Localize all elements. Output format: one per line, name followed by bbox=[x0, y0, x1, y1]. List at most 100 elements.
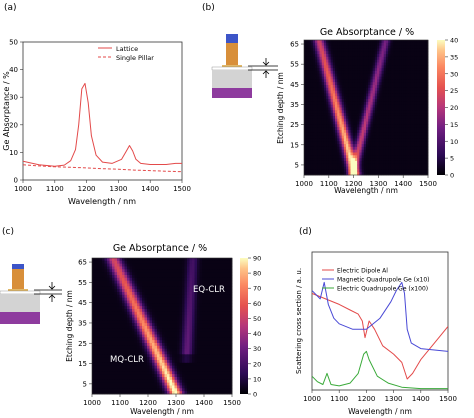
panel-c-heat-cell bbox=[164, 331, 168, 335]
panel-c-heat-cell bbox=[102, 334, 105, 338]
panel-c-heat-cell bbox=[179, 263, 183, 267]
panel-b-heat-cell bbox=[306, 42, 309, 47]
panel-b-heat-cell bbox=[408, 62, 411, 66]
panel-c-heat-cell bbox=[202, 323, 205, 327]
panel-c-heat-cell bbox=[119, 317, 123, 321]
panel-b-heat-cell bbox=[388, 138, 391, 142]
panel-b-heat-cell bbox=[408, 68, 411, 72]
panel-b-heat-cell bbox=[385, 124, 389, 128]
panel-c-heat-cell bbox=[204, 360, 208, 364]
panel-c-heat-cell bbox=[162, 323, 165, 327]
panel-b-heat-cell bbox=[363, 127, 367, 131]
panel-c-heat-cell bbox=[184, 311, 188, 316]
panel-b-heat-cell bbox=[377, 110, 380, 114]
panel-c-heat-cell bbox=[114, 275, 118, 279]
panel-b-heat-cell bbox=[317, 85, 320, 89]
panel-b-heat-cell bbox=[335, 110, 338, 114]
panel-b-heat-cell bbox=[377, 48, 380, 52]
panel-b-heat-cell bbox=[304, 155, 307, 159]
panel-b-heat-cell bbox=[379, 42, 382, 47]
panel-c-heat-cell bbox=[119, 292, 123, 296]
panel-c-heat-cell bbox=[122, 320, 125, 324]
panel-b-heat-cell bbox=[363, 155, 367, 159]
panel-b-heat-cell bbox=[374, 138, 378, 142]
panel-c-heat-cell bbox=[122, 306, 125, 310]
panel-b-heat-cell bbox=[372, 107, 376, 111]
panel-c-heat-cell bbox=[167, 283, 170, 287]
panel-c-heat-cell bbox=[209, 354, 213, 358]
panel-c-heat-cell bbox=[117, 294, 120, 299]
panel-b-heat-cell bbox=[354, 76, 358, 80]
panel-c-heat-cell bbox=[139, 260, 143, 265]
panel-b-heat-cell bbox=[403, 82, 407, 86]
panel-c-heat-cell bbox=[147, 323, 150, 327]
panel-b-heat-cell bbox=[359, 124, 362, 128]
panel-b-heat-cell bbox=[326, 42, 329, 47]
panel-c-heat-cell bbox=[214, 365, 218, 369]
panel-b-heat-cell bbox=[321, 73, 325, 77]
panel-c-heat-cell bbox=[227, 297, 230, 301]
panel-c-heat-cell bbox=[182, 337, 185, 341]
panel-c-heat-cell bbox=[197, 345, 200, 350]
panel-c-heat-cell bbox=[222, 348, 225, 352]
panel-b-heat-cell bbox=[348, 172, 351, 176]
panel-b-heat-cell bbox=[361, 59, 365, 63]
panel-b-heat-cell bbox=[332, 101, 336, 106]
panel-b-heat-cell bbox=[354, 73, 358, 77]
panel-c-heat-cell bbox=[212, 317, 215, 321]
panel-b-heat-cell bbox=[390, 48, 393, 52]
panel-c-heat-cell bbox=[194, 272, 198, 276]
panel-c-heat-cell bbox=[217, 365, 220, 369]
panel-b-heat-cell bbox=[352, 149, 356, 153]
panel-b-heat-cell bbox=[419, 121, 422, 125]
panel-c-heat-cell bbox=[99, 323, 103, 327]
panel-b-heat-cell bbox=[388, 70, 391, 75]
panel-b-heat-cell bbox=[339, 59, 343, 63]
panel-b-heat-cell bbox=[361, 113, 365, 117]
panel-c-heat-cell bbox=[182, 357, 185, 361]
panel-c-heat-cell bbox=[102, 266, 105, 270]
panel-c-heat-cell bbox=[122, 263, 125, 267]
panel-c-heat-cell bbox=[124, 311, 128, 316]
panel-c-heat-cell bbox=[157, 365, 160, 369]
panel-c-heat-cell bbox=[182, 306, 185, 310]
panel-b-heat-cell bbox=[304, 87, 307, 92]
panel-b-heat-cell bbox=[346, 101, 349, 106]
panel-c-heat-cell bbox=[174, 311, 178, 316]
panel-b-heat-cell bbox=[339, 135, 343, 139]
panel-b-heat-cell bbox=[414, 118, 418, 122]
panel-b-heat-cell bbox=[363, 96, 367, 100]
panel-c-heat-cell bbox=[147, 360, 150, 364]
panel-b-heat-cell bbox=[312, 65, 316, 69]
panel-c-heat-cell bbox=[154, 286, 158, 290]
panel-c-heat-cell bbox=[127, 357, 130, 361]
panel-c-heat-cell bbox=[162, 272, 165, 276]
panel-b-heat-cell bbox=[368, 59, 371, 63]
panel-c-heat-cell bbox=[169, 303, 173, 307]
panel-c-heat-cell bbox=[94, 280, 98, 284]
panel-b-heat-cell bbox=[330, 118, 334, 122]
panel-b-heat-cell bbox=[350, 144, 354, 148]
panel-b-heat-cell bbox=[363, 110, 367, 114]
panel-c-heat-cell bbox=[97, 300, 100, 304]
panel-c-heat-cell bbox=[142, 306, 145, 310]
panel-c-heat-cell bbox=[229, 292, 233, 296]
panel-b-heat-cell bbox=[421, 158, 424, 162]
panel-c-heat-cell bbox=[187, 365, 190, 369]
panel-b-heat-cell bbox=[328, 40, 331, 44]
panel-c-heat-cell bbox=[222, 320, 225, 324]
panel-b-heat-cell bbox=[315, 76, 318, 80]
panel-c-heat-cell bbox=[94, 292, 98, 296]
panel-c-heat-cell bbox=[157, 354, 160, 358]
panel-b-heat-cell bbox=[343, 87, 347, 92]
panel-b-heat-cell bbox=[337, 110, 340, 114]
panel-c-heat-cell bbox=[199, 309, 203, 313]
panel-b-heat-cell bbox=[370, 163, 374, 167]
panel-c-heat-cell bbox=[189, 331, 193, 335]
panel-b-heat-cell bbox=[363, 82, 367, 86]
panel-c-heat-cell bbox=[209, 314, 213, 318]
panel-c-heat-cell bbox=[99, 272, 103, 276]
panel-c-heat-cell bbox=[144, 272, 148, 276]
panel-c-heat-cell bbox=[134, 323, 138, 327]
